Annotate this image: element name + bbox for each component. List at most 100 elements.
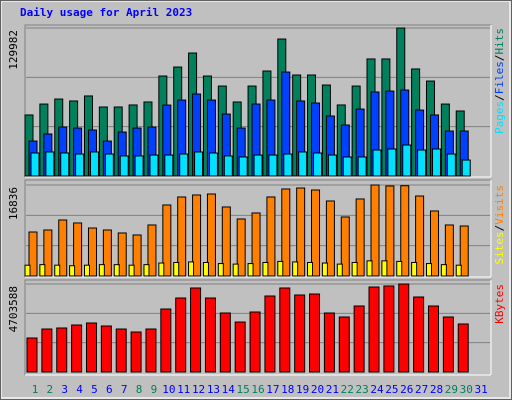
bar [321, 262, 328, 277]
bar [219, 312, 231, 373]
x-tick-label: 2 [47, 383, 54, 396]
bar [85, 322, 97, 373]
bar [173, 261, 180, 277]
bar [119, 155, 129, 177]
bar [313, 152, 323, 177]
bar [298, 151, 308, 177]
bar [402, 144, 412, 177]
x-tick-label: 30 [460, 383, 473, 396]
bar [221, 206, 231, 277]
bar [444, 224, 454, 277]
bar [292, 261, 299, 277]
bar [461, 159, 471, 177]
bar [117, 232, 127, 277]
bar [223, 155, 233, 177]
bar [160, 308, 172, 373]
bar [236, 218, 246, 277]
x-tick-label: 27 [415, 383, 428, 396]
bar [279, 287, 291, 373]
bar [425, 263, 432, 277]
x-tick-label: 20 [311, 383, 324, 396]
bar [149, 154, 159, 177]
bar [340, 216, 350, 277]
bar [58, 219, 68, 277]
bar [128, 264, 135, 277]
bar [30, 152, 40, 177]
bar [208, 152, 218, 177]
x-tick-label: 16 [251, 383, 264, 396]
bar [385, 185, 395, 277]
x-tick-label: 15 [237, 383, 250, 396]
legend-entry: Sites [493, 231, 506, 264]
x-tick-label: 17 [266, 383, 279, 396]
legend: KBytes [493, 284, 506, 324]
bar [325, 200, 335, 277]
bar [277, 260, 284, 277]
legend-entry: KBytes [493, 284, 506, 324]
bar [446, 153, 456, 177]
bar [217, 263, 224, 277]
bar [440, 264, 447, 277]
bar [134, 155, 144, 177]
x-tick-label: 1 [32, 383, 39, 396]
bar [355, 198, 365, 277]
bar [83, 264, 90, 277]
bar [232, 263, 239, 277]
bar [398, 283, 410, 373]
bar [372, 149, 382, 177]
x-tick-label: 3 [61, 383, 68, 396]
x-tick-label: 14 [222, 383, 236, 396]
x-tick-label: 13 [207, 383, 220, 396]
legend-separator: / [493, 225, 506, 232]
legend-entry: Files [493, 61, 506, 94]
x-tick-label: 7 [121, 383, 128, 396]
x-tick-label: 31 [474, 383, 487, 396]
x-tick-label: 6 [106, 383, 113, 396]
bar [188, 261, 195, 277]
bar [387, 148, 397, 177]
legend-entry: Visits [493, 185, 506, 225]
bar [202, 261, 209, 277]
legend: Sites/Visits [493, 185, 506, 265]
x-tick-label: 19 [296, 383, 309, 396]
bar [342, 156, 352, 177]
bar [177, 196, 187, 277]
x-tick-label: 26 [400, 383, 413, 396]
bar [132, 234, 142, 277]
bar [234, 321, 246, 373]
bar [268, 154, 278, 177]
bar [323, 312, 335, 373]
bar [357, 156, 367, 177]
bar [113, 264, 120, 277]
bar [100, 325, 112, 373]
x-tick-label: 18 [281, 383, 294, 396]
bar [383, 285, 395, 373]
x-tick-label: 28 [430, 383, 443, 396]
bar [459, 225, 469, 277]
bar [87, 227, 97, 277]
x-tick-label: 24 [370, 383, 384, 396]
chart-title: Daily usage for April 2023 [20, 6, 192, 19]
bar [309, 293, 321, 373]
bar [175, 297, 187, 373]
bar [251, 212, 261, 277]
bar [455, 264, 462, 277]
bar [45, 151, 55, 177]
x-tick-label: 10 [162, 383, 175, 396]
bar [338, 316, 350, 373]
bar [311, 189, 321, 277]
bar [104, 153, 114, 177]
bar [253, 154, 263, 177]
bar [194, 151, 204, 177]
bar [164, 154, 174, 177]
bar [429, 210, 439, 277]
bar [115, 328, 127, 373]
bar [283, 153, 293, 177]
bar [71, 324, 83, 373]
bar [368, 286, 380, 373]
bar [353, 305, 365, 373]
x-tick-label: 23 [356, 383, 369, 396]
bar [294, 294, 306, 373]
legend-entry: Hits [493, 28, 506, 55]
